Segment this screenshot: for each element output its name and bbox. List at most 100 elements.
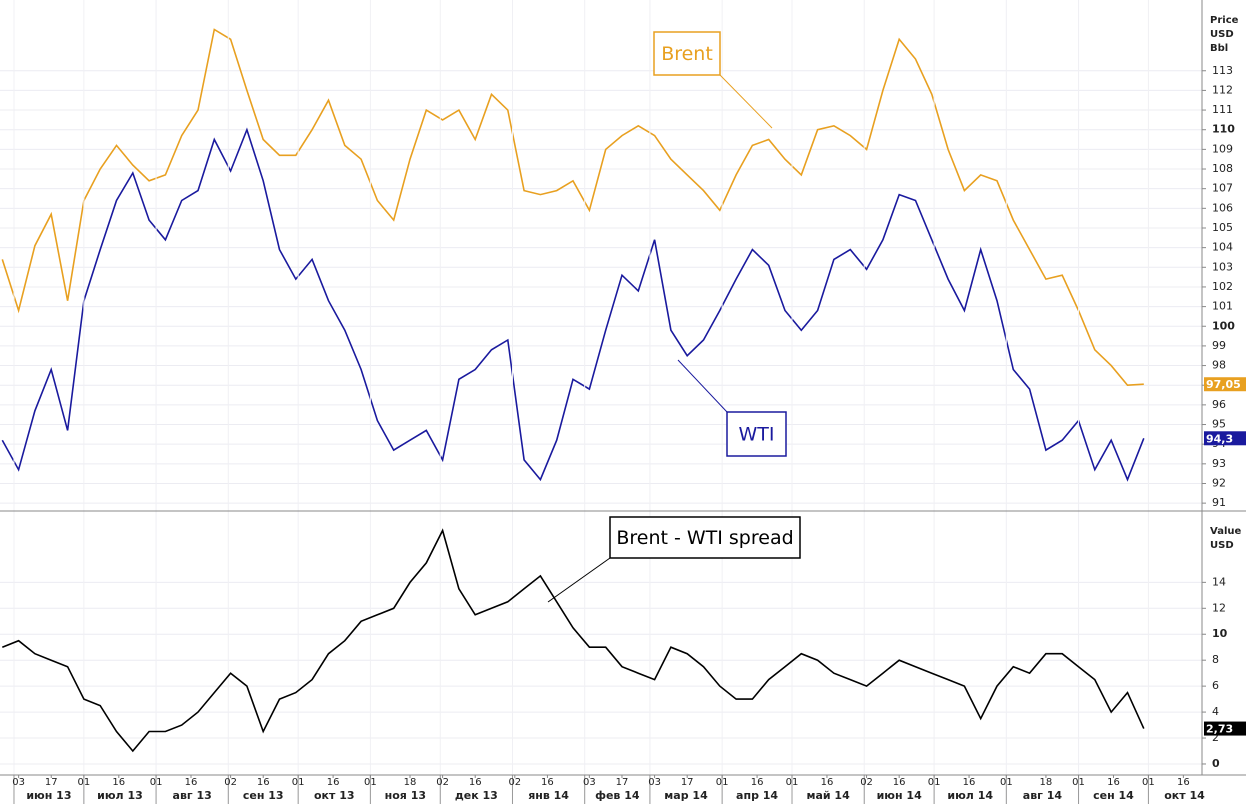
x-tick-label: 16 [327,777,340,788]
y-axis-label: Value [1210,526,1241,537]
y-tick-label: 106 [1212,201,1233,214]
month-label: авг 13 [173,789,212,802]
x-tick-label: 18 [1040,777,1053,788]
y-tick-label: 103 [1212,260,1233,273]
x-tick-label: 03 [648,777,661,788]
y-tick-label: 96 [1212,398,1226,411]
y-tick-label: 12 [1212,601,1226,614]
x-tick-label: 16 [963,777,976,788]
callout-box [653,31,721,76]
callout-box [726,411,787,457]
month-label: июл 14 [947,789,993,802]
month-label: сен 14 [1093,789,1134,802]
y-tick-label: 91 [1212,496,1226,509]
y-axis-label: USD [1210,29,1234,40]
series-line [1,127,1145,482]
x-tick-label: 01 [1072,777,1085,788]
y-tick-label: 93 [1212,457,1226,470]
callout-leader [719,74,773,129]
month-label: авг 14 [1023,789,1063,802]
month-label: сен 13 [243,789,284,802]
x-tick-label: 01 [928,777,941,788]
y-tick-label: 99 [1212,339,1226,352]
y-axis-label: Bbl [1210,43,1228,54]
month-label: июл 13 [97,789,143,802]
end-label: 94,3 [1206,432,1233,445]
x-tick-label: 03 [583,777,596,788]
callout-label: WTI [739,424,775,446]
x-tick-label: 16 [751,777,764,788]
callout-leader [547,557,611,603]
y-tick-label: 98 [1212,359,1226,372]
x-tick-label: 01 [1142,777,1155,788]
x-tick-label: 16 [821,777,834,788]
x-tick-label: 01 [786,777,799,788]
y-tick-label: 108 [1212,162,1233,175]
series-line [1,28,1144,387]
y-tick-label: 8 [1212,653,1219,666]
x-tick-label: 02 [436,777,449,788]
y-tick-label: 6 [1212,679,1219,692]
month-label: июн 13 [26,789,71,802]
y-tick-label: 109 [1212,142,1233,155]
y-tick-label: 0 [1212,757,1220,770]
x-tick-label: 01 [292,777,305,788]
month-label: фев 14 [595,789,640,802]
x-tick-label: 17 [681,777,694,788]
series-line [2,528,1145,753]
y-tick-label: 4 [1212,705,1219,718]
x-tick-label: 16 [257,777,270,788]
x-tick-label: 18 [404,777,417,788]
x-tick-label: 01 [77,777,90,788]
y-tick-label: 95 [1212,418,1226,431]
x-tick-label: 16 [893,777,906,788]
callout-label: Brent - WTI spread [616,527,793,549]
y-tick-label: 107 [1212,182,1233,195]
end-label: 97,05 [1206,378,1241,391]
callout-leader [677,359,728,413]
y-tick-label: 2 [1212,731,1219,744]
y-axis-label: Price [1210,15,1239,26]
end-label-box [1204,377,1246,392]
x-tick-label: 16 [112,777,125,788]
callout-box [609,516,801,559]
y-axis-label: USD [1210,540,1234,551]
x-tick-label: 16 [541,777,554,788]
x-tick-label: 01 [150,777,163,788]
y-tick-label: 111 [1212,103,1233,116]
y-tick-label: 110 [1212,123,1235,136]
month-label: мар 14 [664,789,708,802]
x-tick-label: 02 [224,777,237,788]
month-label: окт 13 [314,789,355,802]
month-label: июн 14 [877,789,922,802]
end-label-box [1204,431,1246,446]
y-tick-label: 14 [1212,575,1226,588]
y-tick-label: 112 [1212,83,1233,96]
y-tick-label: 101 [1212,300,1233,313]
x-tick-label: 02 [860,777,873,788]
x-tick-label: 03 [12,777,25,788]
y-tick-label: 104 [1212,241,1233,254]
month-label: янв 14 [528,789,569,802]
y-tick-label: 92 [1212,476,1226,489]
month-label: апр 14 [736,789,778,802]
x-tick-label: 16 [469,777,482,788]
y-tick-label: 100 [1212,319,1235,332]
month-label: май 14 [806,789,850,802]
x-tick-label: 02 [508,777,521,788]
end-label-box [1204,721,1246,736]
month-label: дек 13 [455,789,498,802]
x-tick-label: 16 [1177,777,1190,788]
end-label: 2,73 [1206,723,1233,736]
x-tick-label: 01 [1000,777,1013,788]
y-tick-label: 105 [1212,221,1233,234]
y-tick-label: 10 [1212,627,1228,640]
x-tick-label: 16 [185,777,198,788]
x-tick-label: 16 [1107,777,1120,788]
month-label: ноя 13 [385,789,426,802]
x-tick-label: 01 [364,777,377,788]
y-tick-label: 102 [1212,280,1233,293]
callout-label: Brent [661,43,713,65]
